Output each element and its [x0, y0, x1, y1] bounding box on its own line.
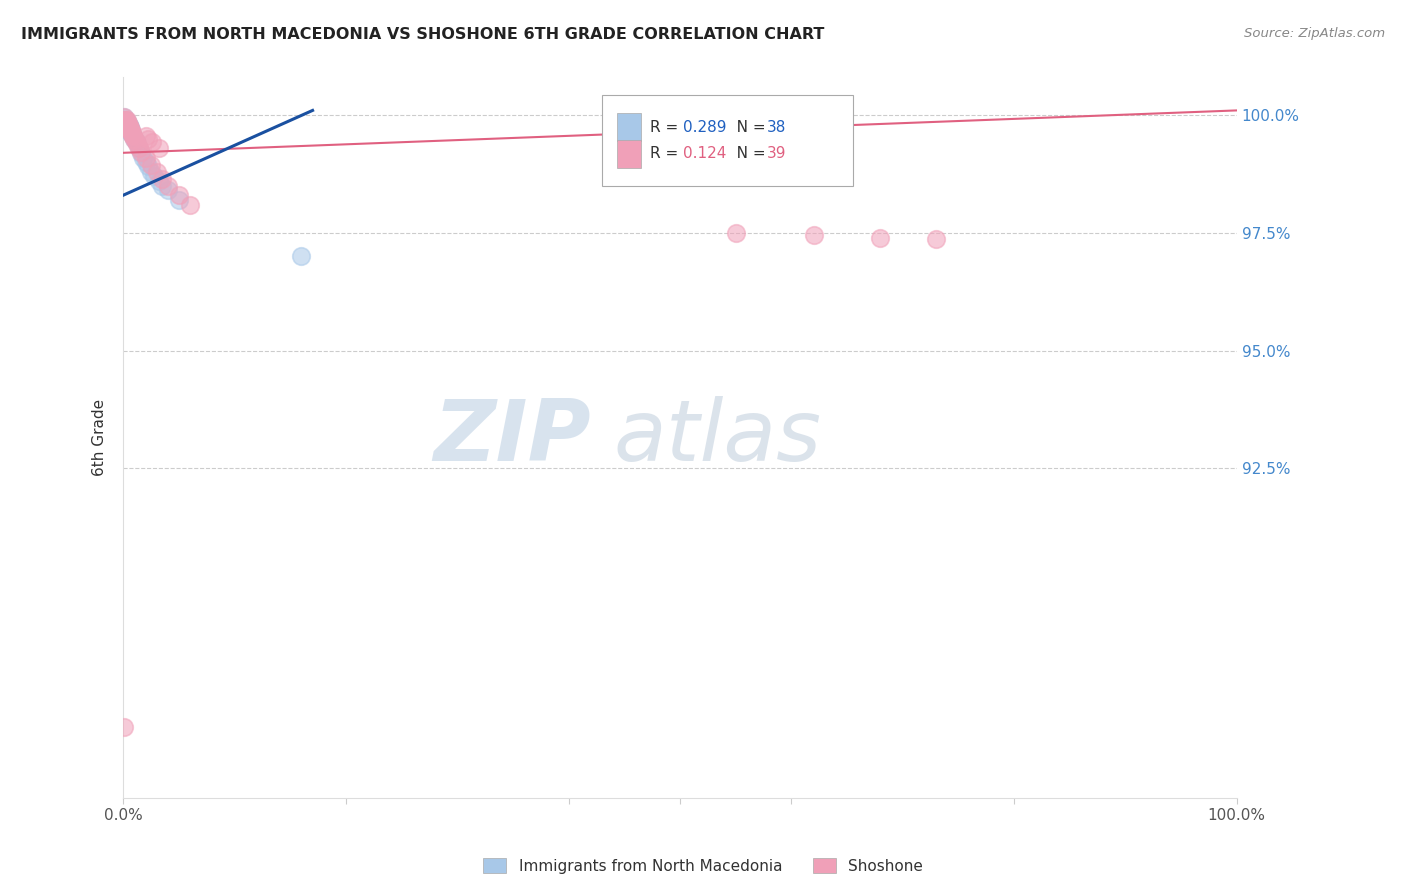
Point [117, 119, 139, 133]
Point [118, 118, 141, 132]
Point [117, 120, 139, 135]
Point [117, 117, 139, 131]
Point [139, 158, 162, 172]
Point [114, 115, 136, 129]
Point [135, 155, 157, 169]
Point [112, 111, 135, 125]
Legend: Immigrants from North Macedonia, Shoshone: Immigrants from North Macedonia, Shoshon… [477, 852, 929, 880]
Point [724, 226, 747, 240]
Point [121, 127, 143, 141]
Point [115, 113, 138, 128]
Point [121, 128, 143, 142]
Text: Source: ZipAtlas.com: Source: ZipAtlas.com [1244, 27, 1385, 40]
Point [120, 123, 142, 137]
Point [128, 141, 150, 155]
Point [136, 131, 159, 145]
Point [118, 120, 141, 134]
Text: N =: N = [723, 120, 770, 135]
Point [143, 169, 166, 184]
Point [117, 117, 139, 131]
Text: 0.289: 0.289 [683, 120, 727, 135]
Point [120, 126, 142, 140]
Point [118, 120, 141, 134]
Point [112, 115, 135, 129]
Point [156, 178, 179, 193]
Point [124, 134, 146, 148]
Text: 39: 39 [766, 146, 786, 161]
Point [167, 193, 190, 207]
Point [120, 125, 142, 139]
Text: ZIP: ZIP [433, 396, 591, 479]
Point [135, 129, 157, 144]
Text: R =: R = [650, 146, 683, 161]
Point [112, 111, 135, 125]
Point [115, 115, 138, 129]
Point [156, 184, 179, 198]
Text: IMMIGRANTS FROM NORTH MACEDONIA VS SHOSHONE 6TH GRADE CORRELATION CHART: IMMIGRANTS FROM NORTH MACEDONIA VS SHOSH… [21, 27, 824, 42]
Point [114, 113, 136, 128]
Point [112, 112, 135, 127]
Point [115, 118, 138, 132]
Point [869, 230, 891, 244]
Point [167, 188, 190, 202]
Point [115, 112, 138, 127]
Text: 38: 38 [766, 120, 786, 135]
Point [118, 120, 141, 135]
Point [114, 112, 136, 127]
Point [139, 164, 162, 178]
Point [122, 129, 145, 144]
Point [179, 197, 201, 211]
Point [117, 119, 139, 133]
Point [112, 720, 135, 734]
Point [124, 131, 146, 145]
Point [132, 151, 155, 165]
Point [124, 135, 146, 149]
Point [118, 122, 141, 136]
Text: N =: N = [723, 146, 770, 161]
Point [118, 119, 141, 133]
Point [118, 125, 141, 139]
Point [112, 112, 135, 127]
Point [148, 141, 170, 155]
Point [120, 123, 142, 137]
Point [129, 145, 152, 159]
Point [136, 159, 159, 173]
Text: atlas: atlas [613, 396, 821, 479]
Y-axis label: 6th Grade: 6th Grade [93, 400, 107, 476]
Point [121, 126, 143, 140]
Point [925, 231, 948, 245]
FancyBboxPatch shape [617, 113, 641, 141]
Point [114, 112, 136, 127]
Point [135, 151, 157, 165]
Point [118, 121, 141, 136]
Text: R =: R = [650, 120, 683, 135]
FancyBboxPatch shape [602, 95, 852, 186]
Point [115, 118, 138, 132]
Point [141, 136, 163, 150]
Point [145, 164, 167, 178]
Point [115, 119, 138, 133]
Point [290, 249, 312, 263]
Point [129, 145, 152, 160]
Point [118, 123, 141, 137]
Point [803, 228, 825, 243]
Point [124, 131, 146, 145]
Point [115, 115, 138, 129]
Point [122, 129, 145, 144]
Point [150, 171, 173, 186]
Point [148, 174, 170, 188]
Text: 0.124: 0.124 [683, 146, 727, 161]
Point [128, 141, 150, 155]
Point [150, 178, 173, 193]
Point [118, 122, 141, 136]
Point [114, 117, 136, 131]
Point [125, 136, 148, 151]
Point [125, 137, 148, 152]
FancyBboxPatch shape [617, 140, 641, 168]
